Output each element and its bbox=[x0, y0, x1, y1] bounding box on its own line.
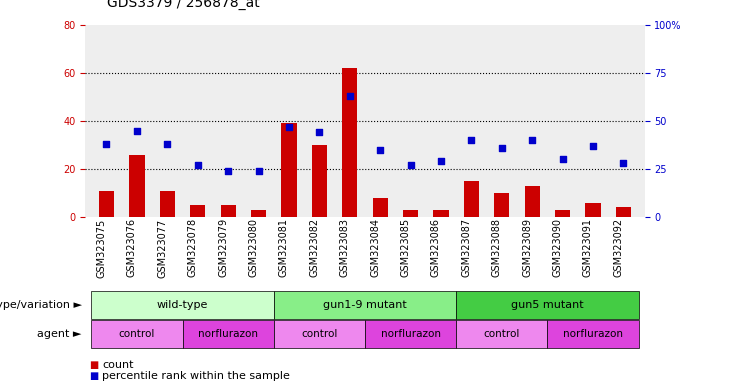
Bar bbox=[99, 190, 114, 217]
Point bbox=[344, 93, 356, 99]
Bar bbox=[160, 190, 175, 217]
Point bbox=[101, 141, 113, 147]
Bar bbox=[190, 205, 205, 217]
Point bbox=[283, 124, 295, 130]
Point bbox=[374, 147, 386, 153]
Point bbox=[192, 162, 204, 168]
Text: norflurazon: norflurazon bbox=[381, 329, 441, 339]
Bar bbox=[525, 186, 539, 217]
Text: agent ►: agent ► bbox=[37, 329, 82, 339]
Text: gun1-9 mutant: gun1-9 mutant bbox=[323, 300, 407, 310]
Text: wild-type: wild-type bbox=[157, 300, 208, 310]
Text: ■: ■ bbox=[89, 360, 98, 370]
Point bbox=[617, 160, 629, 166]
Point bbox=[405, 162, 416, 168]
Text: norflurazon: norflurazon bbox=[563, 329, 623, 339]
Bar bbox=[494, 193, 509, 217]
Point bbox=[587, 143, 599, 149]
Bar bbox=[373, 198, 388, 217]
Bar bbox=[585, 203, 601, 217]
Text: percentile rank within the sample: percentile rank within the sample bbox=[102, 371, 290, 381]
Text: control: control bbox=[301, 329, 337, 339]
Point bbox=[313, 129, 325, 136]
Text: norflurazon: norflurazon bbox=[198, 329, 258, 339]
Point bbox=[496, 145, 508, 151]
Text: count: count bbox=[102, 360, 134, 370]
Bar bbox=[282, 123, 296, 217]
Text: ■: ■ bbox=[89, 371, 98, 381]
Bar bbox=[403, 210, 418, 217]
Point bbox=[253, 168, 265, 174]
Bar bbox=[555, 210, 570, 217]
Point bbox=[465, 137, 477, 143]
Text: control: control bbox=[119, 329, 155, 339]
Bar bbox=[433, 210, 448, 217]
Text: control: control bbox=[484, 329, 520, 339]
Bar bbox=[312, 145, 327, 217]
Bar bbox=[251, 210, 266, 217]
Point bbox=[556, 156, 568, 162]
Bar bbox=[616, 207, 631, 217]
Bar bbox=[342, 68, 357, 217]
Text: genotype/variation ►: genotype/variation ► bbox=[0, 300, 82, 310]
Point bbox=[222, 168, 234, 174]
Text: gun5 mutant: gun5 mutant bbox=[511, 300, 584, 310]
Point bbox=[526, 137, 538, 143]
Point bbox=[131, 127, 143, 134]
Text: GDS3379 / 256878_at: GDS3379 / 256878_at bbox=[107, 0, 260, 10]
Bar bbox=[464, 181, 479, 217]
Point bbox=[162, 141, 173, 147]
Bar bbox=[129, 155, 144, 217]
Bar bbox=[221, 205, 236, 217]
Point bbox=[435, 158, 447, 164]
